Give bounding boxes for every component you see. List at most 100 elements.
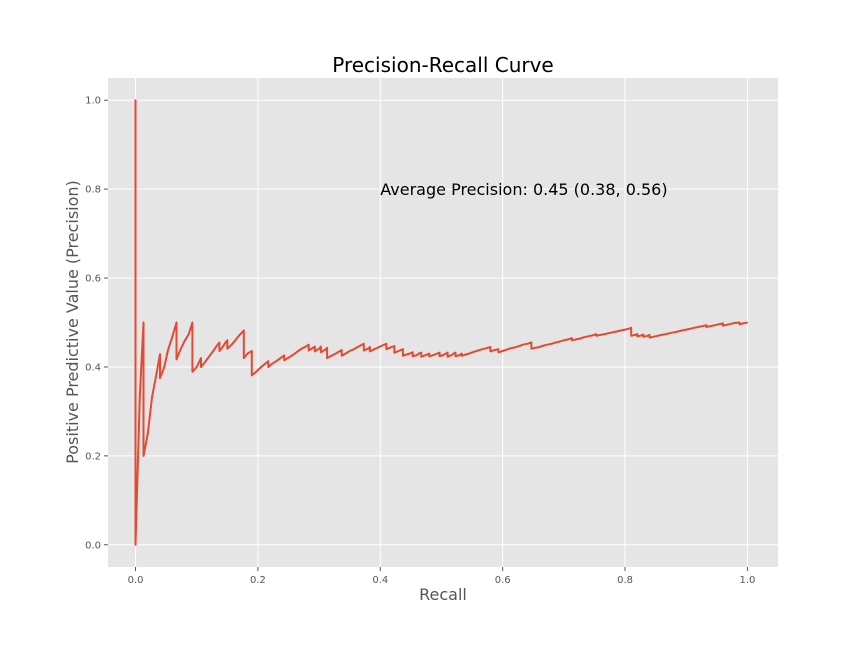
data-point	[714, 324, 716, 326]
data-point	[494, 349, 496, 351]
data-point	[726, 324, 728, 326]
data-point	[398, 350, 400, 352]
data-point	[224, 341, 227, 344]
y-axis-label: Positive Predictive Value (Precision)	[63, 180, 82, 464]
data-point	[583, 336, 585, 338]
data-point	[385, 343, 387, 345]
data-point	[689, 328, 692, 330]
data-point	[418, 353, 420, 355]
data-point	[412, 355, 414, 357]
data-point	[175, 321, 178, 324]
x-axis-label: Recall	[419, 585, 467, 604]
data-point	[538, 346, 541, 348]
data-point	[134, 544, 137, 546]
y-tick-label: 0.2	[85, 451, 101, 462]
data-point	[314, 350, 316, 352]
data-point	[369, 350, 371, 352]
data-point	[636, 335, 638, 337]
data-point	[648, 334, 651, 336]
data-point	[489, 346, 491, 348]
data-point	[567, 338, 569, 340]
data-point	[134, 99, 137, 101]
data-point	[412, 351, 414, 353]
data-point	[685, 329, 687, 331]
data-point	[738, 321, 741, 324]
data-point	[555, 341, 557, 344]
data-point	[534, 347, 536, 349]
x-tick-label: 0.2	[250, 575, 266, 586]
data-point	[454, 355, 457, 357]
data-point	[718, 323, 720, 325]
data-point	[402, 348, 404, 350]
data-point	[746, 321, 749, 324]
data-point	[454, 352, 457, 354]
data-point	[239, 334, 241, 336]
data-point	[155, 377, 157, 379]
data-point	[142, 321, 145, 324]
data-point	[393, 345, 395, 347]
data-point	[451, 354, 453, 356]
data-point	[642, 336, 645, 338]
data-point	[361, 344, 363, 346]
data-point	[183, 340, 186, 342]
data-point	[722, 325, 724, 327]
data-point	[324, 349, 326, 351]
x-tick-label: 1.0	[739, 575, 755, 586]
data-point	[402, 355, 404, 357]
data-point	[477, 349, 479, 352]
data-point	[259, 367, 261, 369]
y-tick-label: 0.6	[85, 274, 101, 285]
data-point	[330, 355, 332, 357]
data-point	[628, 328, 630, 330]
data-point	[283, 359, 285, 361]
data-point	[522, 344, 524, 346]
data-point	[506, 349, 508, 351]
data-point	[630, 335, 632, 337]
data-point	[159, 377, 161, 379]
data-point	[283, 354, 285, 356]
plot-background	[108, 78, 778, 567]
data-point	[620, 329, 622, 332]
data-point	[428, 353, 430, 355]
data-point	[139, 396, 141, 398]
data-point	[271, 363, 273, 365]
data-point	[304, 346, 306, 348]
data-point	[514, 346, 516, 348]
data-point	[616, 330, 618, 332]
data-point	[738, 323, 741, 325]
y-tick-label: 0.8	[85, 185, 101, 196]
data-point	[607, 332, 610, 334]
data-point	[243, 329, 245, 332]
data-point	[485, 347, 487, 349]
data-point	[442, 354, 444, 356]
data-point	[212, 350, 214, 352]
data-point	[338, 350, 340, 352]
series-points	[134, 99, 749, 546]
data-point	[188, 333, 190, 335]
data-point	[246, 353, 249, 355]
data-point	[318, 348, 320, 350]
data-point	[465, 353, 467, 356]
data-point	[367, 348, 369, 350]
data-point	[612, 331, 614, 333]
data-point	[604, 333, 606, 335]
data-point	[636, 333, 638, 335]
data-point	[363, 349, 365, 352]
data-point	[710, 325, 712, 327]
data-point	[742, 322, 744, 324]
data-point	[551, 343, 553, 345]
data-point	[216, 345, 218, 347]
data-point	[191, 371, 193, 373]
data-point	[295, 351, 298, 353]
data-point	[595, 333, 597, 335]
data-point	[526, 343, 528, 345]
data-point	[218, 350, 220, 352]
data-point	[722, 322, 724, 324]
data-point	[226, 348, 228, 350]
data-point	[410, 352, 412, 354]
data-point	[416, 354, 418, 356]
data-point	[406, 353, 408, 356]
data-point	[369, 346, 371, 348]
data-point	[473, 351, 475, 353]
